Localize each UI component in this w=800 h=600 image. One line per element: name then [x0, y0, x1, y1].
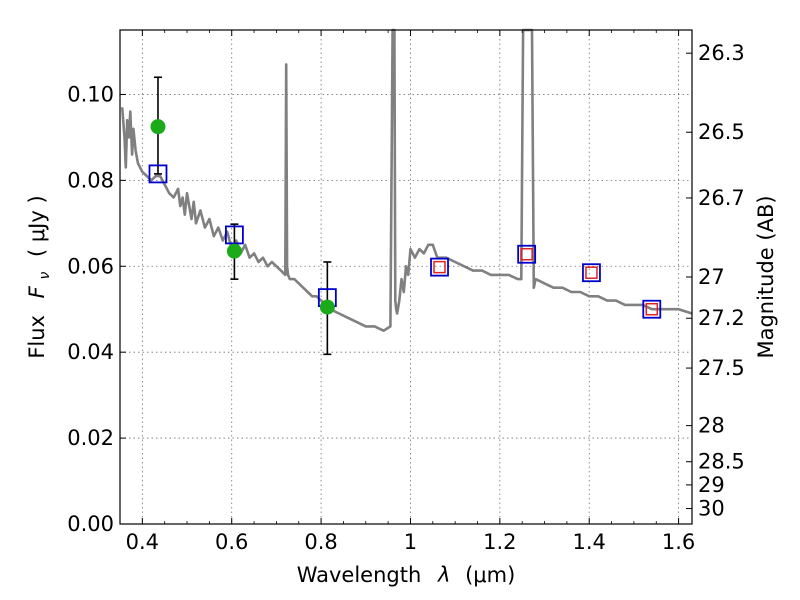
y2-tick-label: 27.5: [698, 356, 745, 380]
y-axis-title-subscript: ν: [37, 272, 53, 280]
y-tick-label: 0.08: [67, 168, 114, 192]
predicted-square-marker: [585, 266, 598, 279]
y2-tick-label: 29: [698, 473, 725, 497]
x-tick-label: 1.2: [483, 530, 516, 554]
model-square-marker: [582, 263, 601, 283]
x-axis-title-unit: (μm): [465, 563, 515, 587]
y-tick-label: 0.10: [67, 82, 114, 106]
y2-tick-label: 27.2: [698, 306, 745, 330]
model-square-marker: [430, 257, 449, 277]
y2-tick-label: 28.5: [698, 450, 745, 474]
photometry-series: [148, 76, 662, 356]
x-tick-label: 0.4: [126, 530, 159, 554]
predicted-square-marker: [520, 247, 533, 261]
x-tick-label: 1.6: [662, 530, 695, 554]
photometry-point: [319, 299, 335, 315]
x-tick-label: 1.4: [573, 530, 606, 554]
y-axis-title: Flux F ν ( μJy ): [25, 195, 54, 358]
y2-tick-label: 28: [698, 414, 725, 438]
y2-axis-title: Magnitude (AB): [754, 195, 778, 358]
x-axis-title-symbol: λ: [437, 563, 450, 587]
x-axis-title-text: Wavelength: [297, 563, 422, 587]
y-tick-label: 0.04: [67, 340, 114, 364]
photometry-point: [226, 243, 242, 259]
y2-tick-label: 30: [698, 497, 725, 521]
y-tick-label: 0.00: [67, 512, 114, 536]
x-axis-title: Wavelength λ (μm): [297, 563, 516, 587]
predicted-square-marker: [433, 260, 446, 274]
photometry-point: [150, 119, 166, 135]
model-square-marker: [642, 299, 662, 319]
y2-tick-label: 26.7: [698, 186, 745, 210]
y2-tick-label: 27: [698, 265, 725, 289]
y-axis-title-symbol: F: [25, 285, 49, 298]
model-square-marker: [224, 225, 244, 245]
y2-tick-label: 26.3: [698, 41, 745, 65]
y-axis-title-unit: ( μJy ): [25, 195, 49, 257]
model-square-marker: [148, 164, 168, 184]
y2-tick-label: 26.5: [698, 120, 745, 144]
model-square-marker: [517, 244, 537, 264]
x-tick-label: 0.6: [215, 530, 248, 554]
axis-ticks: 0.4 0.6 0.8 1 1.2 1.4 1.6 0.00 0.02 0.04 0.06 0.08 0…: [67, 30, 745, 554]
y-axis-title-text: Flux: [25, 315, 49, 359]
predicted-square-marker: [645, 302, 659, 316]
y-tick-label: 0.02: [67, 426, 114, 450]
y-tick-label: 0.06: [67, 254, 114, 278]
x-tick-label: 0.8: [304, 530, 337, 554]
x-tick-label: 1: [404, 530, 417, 554]
